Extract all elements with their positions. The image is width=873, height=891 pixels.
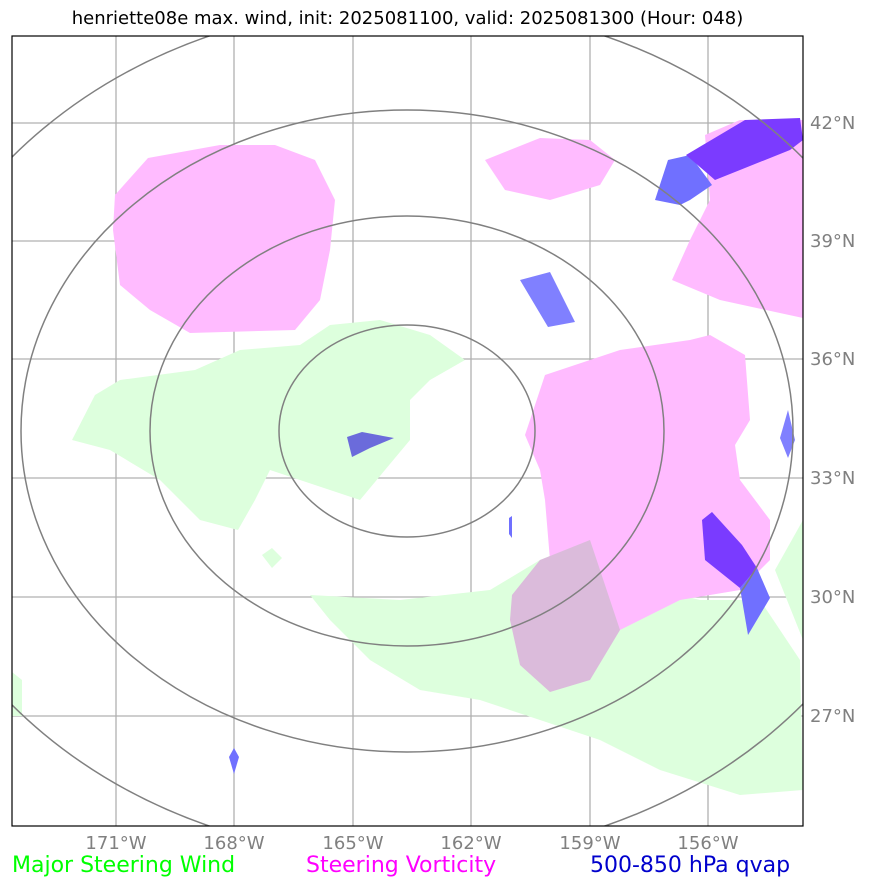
lat-label-30: 30°N xyxy=(810,587,855,608)
map-title: henriette08e max. wind, init: 2025081100… xyxy=(71,8,744,29)
lon-label-156: 156°W xyxy=(677,833,738,854)
legend: Major Steering Wind Steering Vorticity 5… xyxy=(0,853,873,883)
legend-qvap: 500-850 hPa qvap xyxy=(590,853,791,878)
lon-label-162: 162°W xyxy=(440,833,501,854)
range-rings xyxy=(12,36,803,826)
lat-label-42: 42°N xyxy=(810,113,855,134)
lat-label-27: 27°N xyxy=(810,706,855,727)
lon-label-168: 168°W xyxy=(203,833,264,854)
overlap-area xyxy=(510,540,620,692)
lat-label-39: 39°N xyxy=(810,231,855,252)
map-frame xyxy=(11,35,804,827)
lon-label-165: 165°W xyxy=(322,833,383,854)
legend-steering-vorticity: Steering Vorticity xyxy=(306,853,497,878)
qvap-areas xyxy=(229,118,803,774)
latitude-labels: 42°N 39°N 36°N 33°N 30°N 27°N xyxy=(810,113,855,727)
lat-label-36: 36°N xyxy=(810,349,855,370)
lon-label-171: 171°W xyxy=(85,833,146,854)
lon-label-159: 159°W xyxy=(559,833,620,854)
legend-steering-wind: Major Steering Wind xyxy=(12,853,236,878)
longitude-labels: 171°W 168°W 165°W 162°W 159°W 156°W xyxy=(85,833,738,854)
lat-label-33: 33°N xyxy=(810,468,855,489)
